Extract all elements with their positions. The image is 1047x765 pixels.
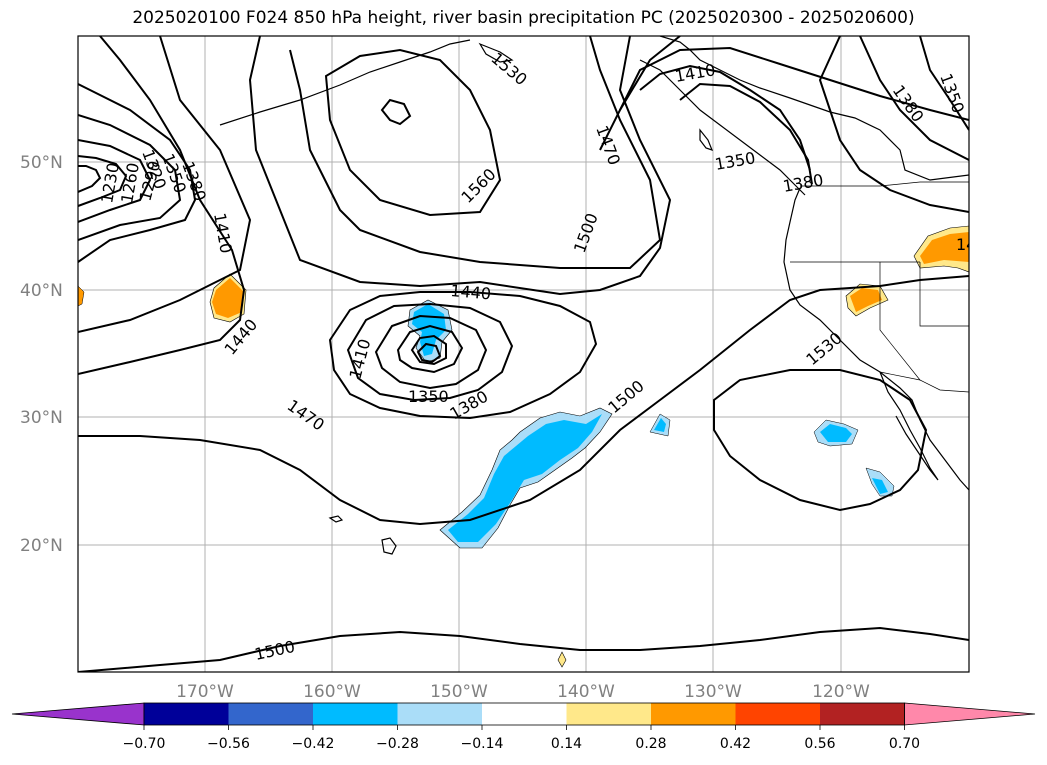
contour-1410-northeast <box>818 36 969 213</box>
contour-1380-gulf <box>679 82 813 185</box>
colorbar-segment-3 <box>313 703 398 725</box>
precip-positive-areas <box>78 225 969 668</box>
contour-1500-subtropical <box>78 275 969 526</box>
colorbar-tick-label-2: −0.56 <box>207 736 250 752</box>
contour-1410-west <box>78 83 197 263</box>
coast-alaska-peninsula <box>219 39 471 126</box>
colorbar-tick-label-1: −0.70 <box>123 736 166 752</box>
longitude-labels: 170°W 160°W 150°W 140°W 130°W 120°W <box>176 682 870 702</box>
island-hawaii-small <box>328 515 344 523</box>
colorbar-tick-label-5: −0.14 <box>461 736 504 752</box>
contour-1530-north-high <box>324 48 502 217</box>
precip-area-far-west <box>78 285 85 307</box>
contour-label-1350-low: 1350 <box>408 387 449 406</box>
contour-low-1290 <box>416 342 442 364</box>
island-kodiak <box>478 42 514 63</box>
contour-low-1440 <box>328 291 598 420</box>
contour-1440-gulf <box>619 46 969 121</box>
colorbar-segment-5 <box>482 703 567 725</box>
contour-1290-west <box>78 165 102 193</box>
contour-1470-gulf <box>599 36 681 151</box>
precip-area-west-pacific-core <box>212 278 244 318</box>
political-borders <box>790 181 969 393</box>
colorbar-segment-1 <box>144 703 229 725</box>
colorbar-segment-6 <box>566 703 651 725</box>
contour-1440-west <box>78 36 246 375</box>
border-nevada <box>879 262 921 381</box>
contour-1500-south <box>78 626 969 672</box>
colorbar: −0.70 −0.56 −0.42 −0.28 −0.14 0.14 0.28 … <box>11 702 1036 752</box>
lat-label-40n: 40°N <box>20 281 63 301</box>
contour-1380-west <box>78 114 182 241</box>
contour-1560-north-high <box>380 98 412 126</box>
precip-area-oregon-coast-core <box>850 288 882 312</box>
contour-1500-north-high <box>289 36 662 269</box>
lat-label-20n: 20°N <box>20 536 63 556</box>
contour-1320-west <box>78 155 128 207</box>
precip-area-south-small <box>557 651 567 668</box>
contour-1470-north-high <box>248 36 672 296</box>
contour-low-1380 <box>374 314 488 390</box>
lat-label-50n: 50°N <box>20 153 63 173</box>
border-us-canada <box>800 181 969 187</box>
island-haida-gwaii <box>699 128 714 151</box>
contour-low-1320 <box>410 334 447 366</box>
colorbar-segment-7 <box>651 703 736 725</box>
contour-1380-northeast <box>859 36 969 161</box>
colorbar-tick-label-10: 0.70 <box>889 736 920 752</box>
lon-label-160w: 160°W <box>303 682 361 702</box>
lon-label-150w: 150°W <box>430 682 488 702</box>
colorbar-min-extend <box>11 702 145 726</box>
lon-label-120w: 120°W <box>812 682 870 702</box>
coast-us-west <box>783 187 969 491</box>
coast-southeast-alaska <box>639 59 806 196</box>
colorbar-tick-label-8: 0.42 <box>720 736 751 752</box>
lon-label-140w: 140°W <box>557 682 615 702</box>
latitude-labels: 50°N 40°N 30°N 20°N <box>20 153 63 556</box>
lon-label-130w: 130°W <box>684 682 742 702</box>
island-hawaii-big <box>381 537 397 555</box>
precip-negative-areas <box>407 299 895 549</box>
colorbar-segment-2 <box>228 703 313 725</box>
contour-label-14-edge: 14 <box>956 235 976 254</box>
coast-baja <box>879 371 939 481</box>
contour-1350-northeast <box>919 36 969 131</box>
colorbar-tick-label-9: 0.56 <box>804 736 835 752</box>
colorbar-segment-8 <box>735 703 820 725</box>
border-state-east <box>919 262 969 327</box>
precip-area-rockies-core <box>920 232 969 264</box>
colorbar-ticks <box>143 725 905 730</box>
contour-1470-southwest <box>78 36 252 333</box>
colorbar-tick-label-6: 0.14 <box>551 736 582 752</box>
precip-area-offshore-california-core <box>820 424 852 442</box>
colorbar-tick-label-7: 0.28 <box>635 736 666 752</box>
lon-label-170w: 170°W <box>176 682 234 702</box>
map-frame-bg <box>78 36 969 672</box>
colorbar-outline <box>143 702 905 726</box>
colorbar-segment-4 <box>397 703 482 725</box>
border-mexico <box>879 371 969 393</box>
gridlines <box>78 36 969 672</box>
contour-low-1410 <box>346 302 514 402</box>
precip-area-band-core <box>448 414 602 542</box>
height-contours <box>78 36 969 672</box>
contour-1530-subtropical-high <box>713 369 928 512</box>
precip-area-baja-core <box>872 478 888 494</box>
contour-1350-west <box>78 139 152 223</box>
lat-label-30n: 30°N <box>20 408 63 428</box>
contour-low-1350 <box>396 324 464 374</box>
colorbar-tick-label-4: −0.28 <box>376 736 419 752</box>
precip-area-small-east-core <box>654 418 666 432</box>
colorbar-tick-label-3: −0.42 <box>292 736 335 752</box>
colorbar-max-extend <box>904 702 1036 726</box>
coastlines <box>219 36 969 555</box>
map-frame <box>77 35 970 673</box>
map-title: 2025020100 F024 850 hPa height, river ba… <box>132 8 915 28</box>
contour-label-1440-low: 1440 <box>450 281 492 303</box>
contour-1410-gulf <box>639 64 811 171</box>
coast-north-america <box>659 36 969 181</box>
colorbar-segment-9 <box>820 703 905 725</box>
